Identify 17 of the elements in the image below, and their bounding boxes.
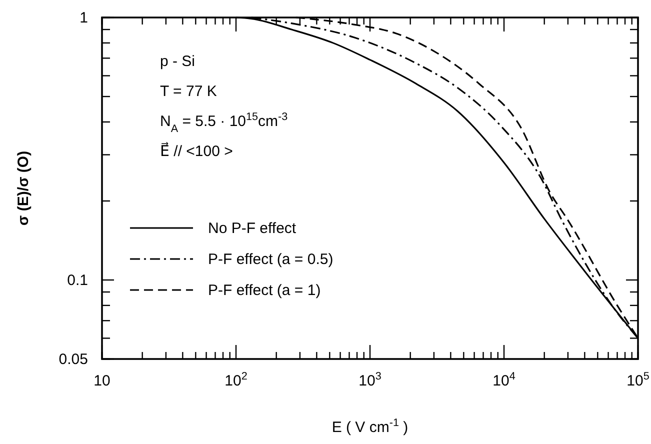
annotation: N$_{A}$ = 5.5 · 10$^{15}$cm$^{-3}$	[160, 111, 288, 135]
y-axis-title: σ (E)/σ (O)	[15, 150, 32, 226]
x-axis-title: E ( V cm$^{-1}$ )	[332, 417, 408, 436]
x-tick-label: 10$^{4}$	[492, 370, 516, 390]
legend-label: No P-F effect	[208, 220, 297, 237]
x-tick-label: 10$^{5}$	[626, 370, 650, 390]
y-tick-label: 0.1	[67, 272, 88, 289]
annotation: T = 77 K	[160, 83, 217, 100]
annotation: E⃗ // <100 >	[160, 141, 234, 160]
legend-label: P-F effect (a = 0.5)	[208, 251, 334, 268]
annotation: p - Si	[160, 53, 196, 70]
x-tick-label: 10$^{2}$	[224, 370, 248, 390]
x-tick-label: 10	[94, 372, 110, 390]
x-tick-label: 10$^{3}$	[358, 370, 382, 390]
legend-label: P-F effect (a = 1)	[208, 282, 321, 299]
y-tick-label: 1	[80, 9, 88, 26]
y-tick-label: 0.05	[58, 350, 88, 368]
